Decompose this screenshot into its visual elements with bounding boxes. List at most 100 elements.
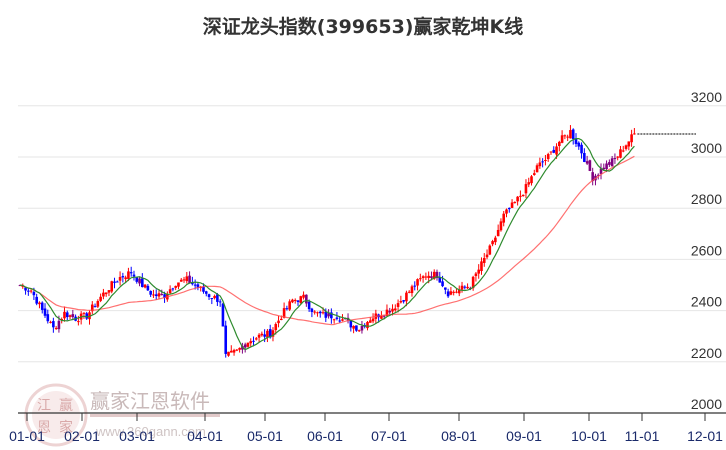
candle [46, 314, 50, 322]
candle [416, 279, 419, 286]
candle [421, 276, 425, 278]
candle [232, 350, 236, 353]
candle [558, 141, 561, 147]
candle [385, 309, 389, 316]
candle [371, 318, 375, 322]
candle [313, 311, 316, 313]
x-tick-label: 08-01 [441, 428, 477, 444]
x-tick-label: 10-01 [571, 428, 607, 444]
candle [90, 304, 94, 312]
candle [266, 330, 269, 338]
candle [60, 319, 63, 321]
candle [188, 275, 191, 284]
candle [24, 287, 27, 291]
candle [129, 272, 133, 274]
candle [527, 182, 531, 185]
candle [193, 284, 197, 286]
candle [118, 276, 122, 281]
svg-text:江: 江 [37, 398, 51, 414]
y-tick-label: 2800 [691, 191, 722, 207]
candle [463, 286, 467, 288]
candle [299, 296, 303, 304]
candle [330, 312, 333, 319]
candle [71, 314, 75, 318]
candle [43, 308, 47, 316]
candle [524, 184, 528, 194]
candle [352, 326, 355, 329]
candle [438, 277, 442, 283]
candle [168, 289, 172, 294]
candle [63, 311, 66, 319]
candle [52, 321, 55, 328]
x-tick-label: 11-01 [625, 428, 660, 444]
candle [327, 313, 330, 317]
candle [104, 292, 108, 295]
x-tick-label: 07-01 [371, 428, 407, 444]
candle [368, 320, 372, 323]
candle [38, 302, 41, 305]
candle [135, 277, 139, 282]
candle [93, 306, 97, 308]
candle [96, 300, 100, 307]
candle [113, 281, 116, 283]
candle [102, 292, 105, 297]
candle [396, 303, 400, 307]
candle [541, 161, 544, 163]
candle [382, 315, 386, 317]
candle [132, 274, 136, 277]
candle [424, 276, 428, 278]
candle [510, 202, 514, 208]
candle [255, 338, 258, 340]
candle [338, 320, 341, 322]
candle [257, 334, 261, 338]
candle [182, 279, 186, 281]
candle [57, 320, 61, 330]
candle [85, 313, 89, 319]
y-tick-label: 2000 [691, 396, 722, 412]
candle [179, 279, 183, 282]
x-tick-label: 12-01 [687, 428, 723, 444]
candle [502, 213, 506, 223]
candle [577, 142, 581, 147]
svg-text:赢: 赢 [59, 397, 73, 414]
candle [555, 146, 558, 155]
candle [213, 295, 216, 299]
candle [268, 329, 272, 338]
candle [449, 291, 453, 295]
candle [407, 291, 411, 293]
candle [163, 294, 166, 299]
x-tick-label: 09-01 [506, 428, 542, 444]
candle [127, 271, 130, 279]
moving-average-lines [19, 138, 635, 351]
candle [288, 301, 291, 310]
candle [513, 202, 517, 204]
candle [380, 315, 383, 319]
candle [552, 149, 556, 153]
ma-long-line [19, 155, 635, 326]
candle [277, 320, 280, 324]
candle [480, 261, 483, 272]
candle [227, 351, 230, 356]
candle [610, 158, 614, 167]
candle [316, 312, 319, 314]
candle [341, 319, 344, 321]
candle [65, 312, 69, 318]
candle [157, 293, 161, 297]
candle [488, 245, 492, 255]
candle [99, 296, 102, 301]
watermark-url: www.360gann.com [95, 424, 206, 439]
candle [360, 326, 364, 331]
candle [221, 303, 225, 327]
candle [627, 141, 631, 147]
candle [402, 300, 405, 302]
candle [602, 167, 606, 170]
candle [399, 301, 403, 303]
candle [54, 327, 58, 329]
x-tick-label: 05-01 [247, 428, 283, 444]
candle [366, 321, 369, 329]
candle [141, 278, 144, 288]
chart-title: 深证龙头指数(399653)赢家乾坤K线 [202, 16, 524, 38]
candle [202, 286, 205, 292]
candle [605, 163, 608, 170]
